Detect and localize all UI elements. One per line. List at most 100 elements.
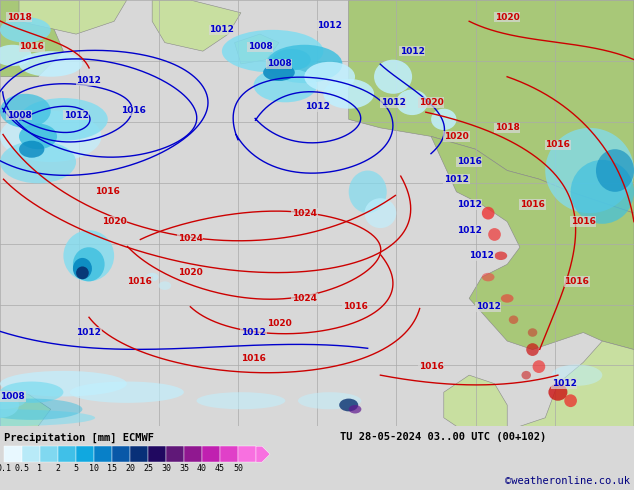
Text: 1012: 1012	[456, 226, 482, 235]
Text: 1020: 1020	[101, 217, 127, 226]
Ellipse shape	[0, 17, 51, 43]
Text: 1008: 1008	[247, 43, 273, 51]
Ellipse shape	[0, 111, 101, 162]
Text: 1012: 1012	[476, 302, 501, 312]
Text: 1008: 1008	[6, 111, 32, 120]
Ellipse shape	[0, 45, 32, 66]
Text: 20: 20	[125, 464, 135, 473]
Polygon shape	[235, 34, 279, 64]
Ellipse shape	[266, 45, 342, 83]
Text: 1016: 1016	[418, 362, 444, 371]
Ellipse shape	[304, 62, 355, 92]
Text: 1016: 1016	[545, 141, 571, 149]
Polygon shape	[431, 136, 634, 349]
Ellipse shape	[0, 392, 19, 418]
Polygon shape	[0, 392, 51, 426]
Ellipse shape	[545, 128, 634, 213]
Bar	[76, 446, 94, 462]
Ellipse shape	[552, 365, 602, 386]
Ellipse shape	[222, 30, 323, 73]
Text: ©weatheronline.co.uk: ©weatheronline.co.uk	[505, 476, 630, 486]
Ellipse shape	[349, 405, 361, 414]
Text: 1012: 1012	[469, 251, 495, 260]
Text: 1016: 1016	[520, 200, 545, 209]
Ellipse shape	[19, 123, 57, 149]
Bar	[238, 446, 256, 462]
Ellipse shape	[19, 141, 44, 158]
Bar	[148, 446, 166, 462]
Text: 1016: 1016	[19, 43, 44, 51]
Text: 1018: 1018	[495, 123, 520, 132]
Text: TU 28-05-2024 03..00 UTC (00+102): TU 28-05-2024 03..00 UTC (00+102)	[340, 432, 547, 442]
Text: 1016: 1016	[127, 277, 152, 286]
Ellipse shape	[0, 371, 127, 396]
Text: 1018: 1018	[6, 13, 32, 22]
Polygon shape	[19, 0, 127, 34]
Bar	[220, 446, 238, 462]
Ellipse shape	[548, 384, 567, 401]
Ellipse shape	[197, 392, 285, 409]
Text: 1016: 1016	[342, 302, 368, 312]
Bar	[58, 446, 76, 462]
Text: 1016: 1016	[241, 354, 266, 363]
Ellipse shape	[365, 198, 396, 228]
Ellipse shape	[70, 382, 184, 403]
Ellipse shape	[509, 316, 519, 324]
Text: 1012: 1012	[209, 25, 235, 34]
Text: 1016: 1016	[456, 157, 482, 167]
Ellipse shape	[533, 360, 545, 373]
Ellipse shape	[396, 90, 428, 115]
Ellipse shape	[0, 141, 76, 183]
Text: 10: 10	[89, 464, 99, 473]
Text: 0.1: 0.1	[0, 464, 11, 473]
Ellipse shape	[323, 79, 374, 109]
Bar	[112, 446, 130, 462]
Text: 1012: 1012	[304, 102, 330, 111]
Text: 1016: 1016	[120, 106, 146, 115]
Ellipse shape	[495, 251, 507, 260]
Ellipse shape	[596, 149, 634, 192]
Ellipse shape	[488, 228, 501, 241]
Text: 25: 25	[143, 464, 153, 473]
Text: 45: 45	[215, 464, 225, 473]
Bar	[40, 446, 58, 462]
Text: 1020: 1020	[266, 319, 292, 328]
Text: 1016: 1016	[564, 277, 590, 286]
Text: 1012: 1012	[552, 379, 577, 388]
Ellipse shape	[521, 371, 531, 379]
Text: 1012: 1012	[241, 328, 266, 337]
Text: 1024: 1024	[292, 209, 317, 218]
Ellipse shape	[19, 98, 108, 141]
Ellipse shape	[273, 49, 311, 71]
Ellipse shape	[339, 398, 358, 412]
Text: 1016: 1016	[571, 217, 596, 226]
Ellipse shape	[63, 230, 114, 281]
Ellipse shape	[0, 382, 63, 403]
Bar	[202, 446, 220, 462]
Ellipse shape	[0, 409, 95, 426]
Bar	[130, 446, 148, 462]
Text: 1012: 1012	[317, 21, 342, 30]
FancyArrow shape	[256, 446, 270, 462]
Polygon shape	[152, 0, 241, 51]
Ellipse shape	[374, 60, 412, 94]
Ellipse shape	[526, 343, 539, 356]
Text: 1012: 1012	[399, 47, 425, 56]
Bar	[184, 446, 202, 462]
Ellipse shape	[0, 398, 82, 420]
Text: 1008: 1008	[266, 59, 292, 69]
Ellipse shape	[19, 51, 82, 77]
Ellipse shape	[564, 394, 577, 407]
Ellipse shape	[0, 94, 51, 128]
Polygon shape	[444, 375, 507, 426]
Ellipse shape	[254, 68, 317, 102]
Text: 35: 35	[179, 464, 189, 473]
Ellipse shape	[73, 247, 105, 281]
Polygon shape	[520, 341, 634, 426]
Text: 50: 50	[233, 464, 243, 473]
Text: 40: 40	[197, 464, 207, 473]
Text: 1020: 1020	[178, 269, 203, 277]
Bar	[94, 446, 112, 462]
Text: 1020: 1020	[444, 132, 469, 141]
Ellipse shape	[0, 392, 25, 409]
